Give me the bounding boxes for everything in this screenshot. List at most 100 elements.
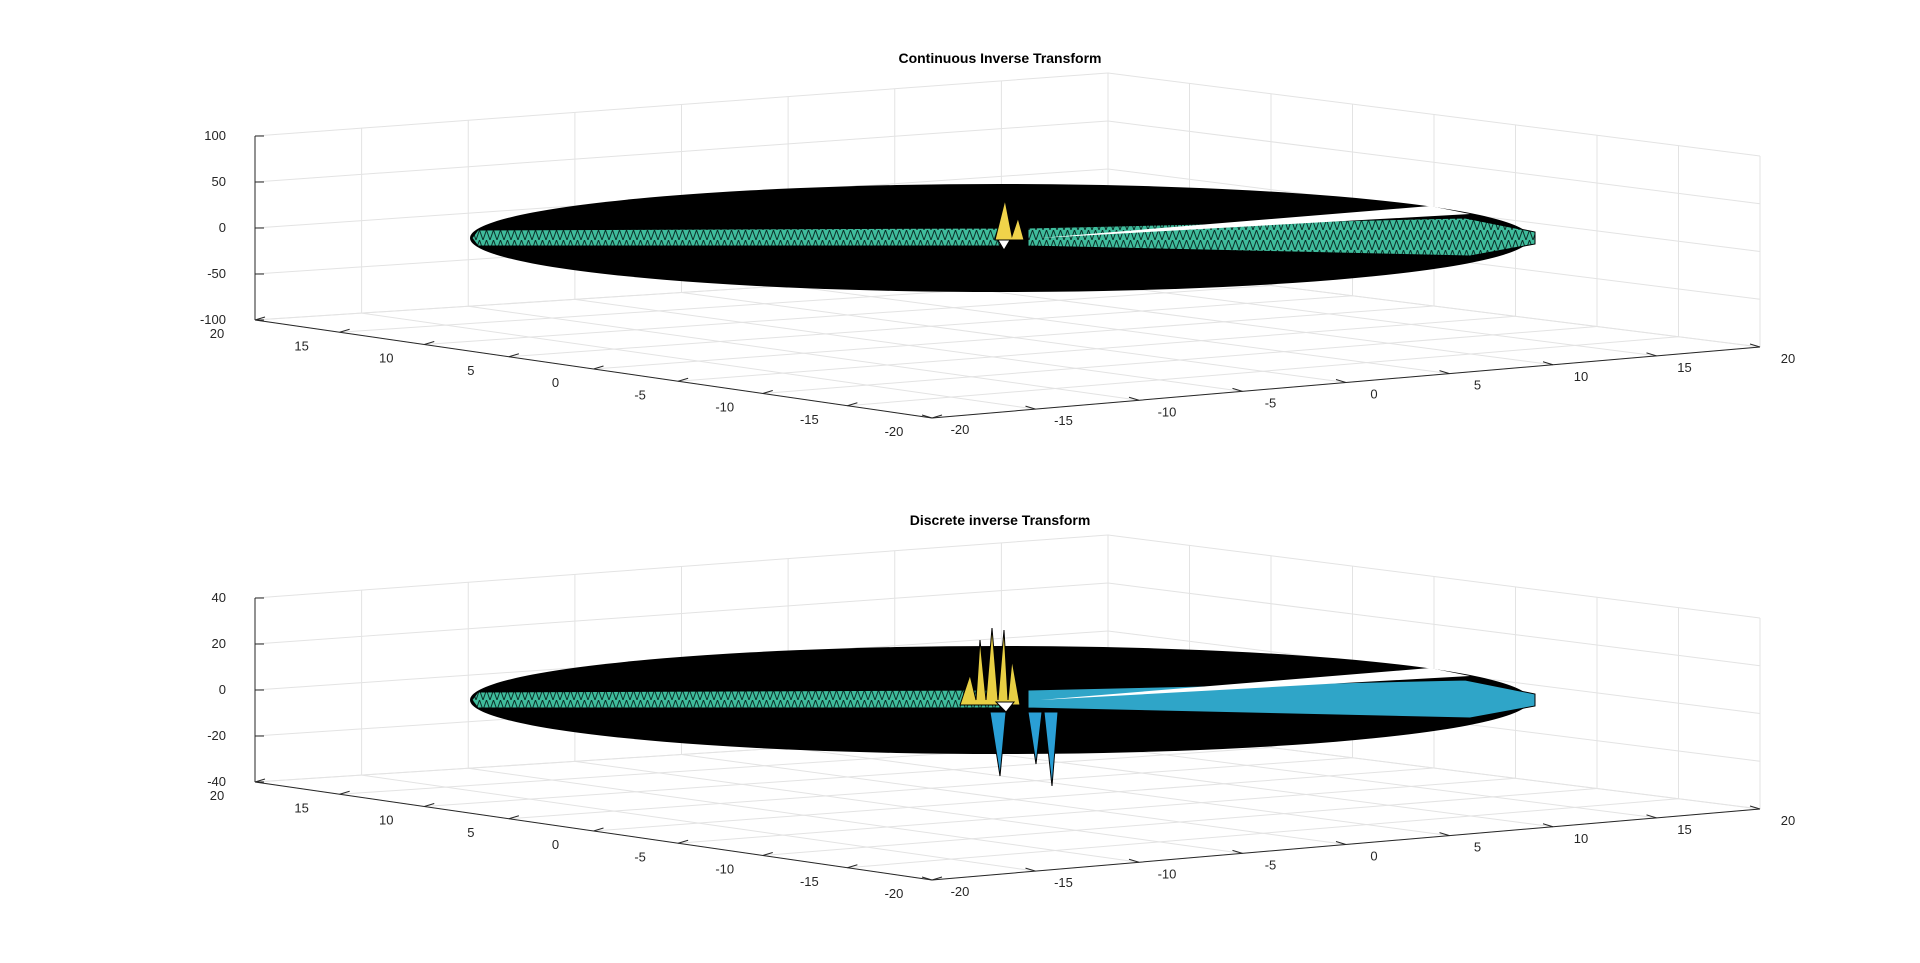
y-tick-mark bbox=[931, 414, 943, 419]
y-tick-mark bbox=[677, 839, 689, 844]
x-tick-mark bbox=[1542, 823, 1554, 828]
x-tick-label: 10 bbox=[1574, 369, 1588, 384]
z-tick-label: 0 bbox=[219, 682, 226, 697]
grid-line bbox=[762, 788, 1598, 856]
x-tick-label: 20 bbox=[1781, 813, 1795, 828]
x-tick-label: -15 bbox=[1054, 413, 1073, 428]
grid-line bbox=[788, 747, 1450, 837]
y-tick-mark bbox=[508, 815, 520, 820]
surface-band-right bbox=[1027, 217, 1536, 257]
x-tick-label: 5 bbox=[1474, 378, 1481, 393]
y-tick-label: -20 bbox=[885, 886, 904, 901]
x-tick-label: 20 bbox=[1781, 351, 1795, 366]
z-tick-label: -100 bbox=[200, 312, 226, 327]
x-tick-mark bbox=[1646, 352, 1657, 357]
z-tick-label: 20 bbox=[212, 636, 226, 651]
z-tick-label: 100 bbox=[204, 128, 226, 143]
tick-labels: -40 -20 0 20 40 20 15 10 5 0 -5 -10 -15 -20 -20 -15 -10 -… bbox=[207, 590, 1795, 901]
grid-line bbox=[678, 777, 1516, 844]
x-tick-mark bbox=[1335, 379, 1347, 383]
x-tick-label: -10 bbox=[1158, 404, 1177, 419]
y-tick-mark bbox=[762, 390, 773, 394]
subplot-discrete: Discrete inverse Transform -40 -20 0 20 40 20… bbox=[207, 512, 1795, 901]
grid-line bbox=[254, 168, 1761, 252]
surface-peak bbox=[994, 199, 1025, 241]
y-tick-label: 0 bbox=[552, 375, 559, 390]
plot-title: Discrete inverse Transform bbox=[910, 512, 1091, 528]
y-tick-mark bbox=[424, 803, 435, 807]
surface-peaks bbox=[959, 627, 1021, 706]
x-tick-mark bbox=[1232, 849, 1243, 854]
surface-notch bbox=[994, 701, 1016, 713]
surface-plot bbox=[470, 627, 1536, 787]
grid-line bbox=[254, 630, 1761, 714]
y-tick-mark bbox=[593, 827, 604, 832]
x-tick-label: 5 bbox=[1474, 840, 1481, 855]
y-tick-label: -15 bbox=[800, 874, 819, 889]
y-tick-label: 15 bbox=[294, 338, 308, 353]
x-tick-label: 0 bbox=[1370, 387, 1377, 402]
y-tick-mark bbox=[424, 341, 435, 345]
x-tick-label: 10 bbox=[1574, 831, 1588, 846]
y-tick-label: -5 bbox=[634, 849, 646, 864]
y-tick-label: -15 bbox=[800, 412, 819, 427]
x-tick-label: -20 bbox=[951, 422, 970, 437]
y-tick-label: -20 bbox=[885, 424, 904, 439]
y-tick-mark bbox=[339, 790, 350, 795]
y-tick-label: 5 bbox=[467, 363, 474, 378]
x-tick-mark bbox=[1232, 387, 1243, 392]
y-tick-label: 10 bbox=[379, 813, 393, 828]
grid-line bbox=[762, 326, 1598, 394]
x-tick-mark bbox=[1542, 361, 1554, 366]
x-tick-label: 15 bbox=[1677, 822, 1691, 837]
grid-line bbox=[254, 72, 1761, 157]
subplot-continuous: Continuous Inverse Transform -100-500501… bbox=[200, 50, 1795, 439]
x-tick-label: 15 bbox=[1677, 360, 1691, 375]
surface-wedge-gap bbox=[1040, 206, 1470, 238]
y-tick-mark bbox=[677, 377, 689, 382]
x-tick-mark bbox=[1749, 343, 1761, 348]
z-tick-label: 40 bbox=[212, 590, 226, 605]
y-tick-mark bbox=[508, 353, 520, 358]
x-tick-mark bbox=[1439, 832, 1450, 837]
surface-band-right bbox=[1027, 679, 1536, 719]
grid-line bbox=[847, 798, 1679, 869]
surface-troughs bbox=[989, 711, 1059, 787]
y-tick-mark bbox=[254, 778, 266, 783]
y-tick-mark bbox=[847, 864, 858, 869]
grid-line bbox=[894, 278, 1554, 366]
x-tick-label: 0 bbox=[1370, 849, 1377, 864]
y-tick-label: 5 bbox=[467, 825, 474, 840]
y-tick-label: 20 bbox=[210, 326, 224, 341]
y-tick-label: -10 bbox=[715, 862, 734, 877]
grid-line bbox=[681, 292, 1347, 383]
y-tick-label: 20 bbox=[210, 788, 224, 803]
grid-line bbox=[254, 120, 1761, 205]
y-tick-mark bbox=[762, 852, 773, 856]
grid-line bbox=[254, 534, 1761, 619]
x-tick-label: -15 bbox=[1054, 875, 1073, 890]
x-tick-mark bbox=[1025, 867, 1036, 872]
x-tick-mark bbox=[1335, 841, 1347, 845]
x-tick-label: -5 bbox=[1265, 857, 1277, 872]
x-tick-mark bbox=[1128, 858, 1140, 863]
surface-wedge-gap bbox=[1040, 668, 1470, 700]
y-tick-mark bbox=[254, 316, 266, 321]
x-tick-label: -5 bbox=[1265, 395, 1277, 410]
x-tick-mark bbox=[1749, 805, 1761, 810]
grid-line bbox=[847, 336, 1679, 407]
x-tick-label: -10 bbox=[1158, 866, 1177, 881]
grid-line bbox=[678, 315, 1516, 382]
z-tick-label: -40 bbox=[207, 774, 226, 789]
y-tick-label: 15 bbox=[294, 800, 308, 815]
grid-line bbox=[254, 582, 1761, 667]
z-tick-label: -50 bbox=[207, 266, 226, 281]
surface-band-left bbox=[471, 227, 1001, 247]
surface-notch bbox=[997, 239, 1011, 251]
y-tick-label: -5 bbox=[634, 387, 646, 402]
y-tick-mark bbox=[339, 328, 350, 333]
grid-line bbox=[788, 285, 1450, 375]
x-tick-mark bbox=[1439, 370, 1450, 375]
y-tick-mark bbox=[847, 402, 858, 407]
